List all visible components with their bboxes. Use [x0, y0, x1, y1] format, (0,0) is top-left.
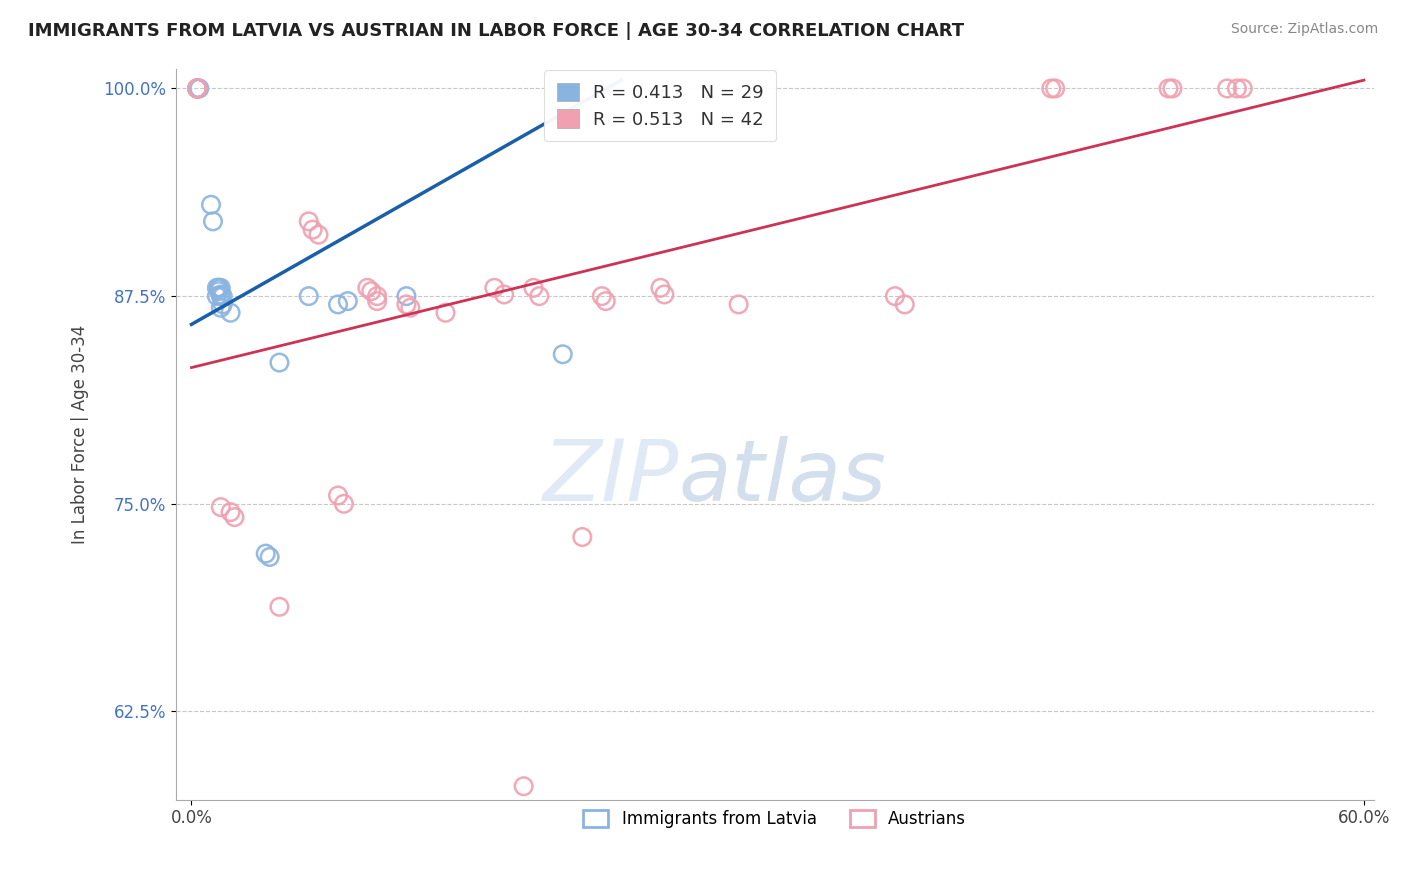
- Point: [571, 530, 593, 544]
- Y-axis label: In Labor Force | Age 30-34: In Labor Force | Age 30-34: [72, 325, 89, 543]
- Point: [399, 301, 422, 315]
- Point: [395, 289, 418, 303]
- Text: IMMIGRANTS FROM LATVIA VS AUSTRIAN IN LABOR FORCE | AGE 30-34 CORRELATION CHART: IMMIGRANTS FROM LATVIA VS AUSTRIAN IN LA…: [28, 22, 965, 40]
- Point: [269, 355, 291, 369]
- Point: [186, 81, 208, 95]
- Point: [366, 294, 388, 309]
- Point: [211, 289, 233, 303]
- Point: [893, 297, 915, 311]
- Point: [209, 500, 232, 515]
- Point: [360, 284, 382, 298]
- Point: [1226, 81, 1249, 95]
- Point: [186, 81, 208, 95]
- Text: atlas: atlas: [679, 436, 887, 519]
- Point: [395, 297, 418, 311]
- Point: [308, 227, 330, 242]
- Point: [208, 281, 231, 295]
- Point: [186, 81, 208, 95]
- Point: [269, 599, 291, 614]
- Point: [484, 281, 506, 295]
- Point: [591, 289, 613, 303]
- Point: [211, 297, 233, 311]
- Point: [186, 81, 208, 95]
- Point: [1040, 81, 1063, 95]
- Point: [186, 81, 208, 95]
- Point: [727, 297, 749, 311]
- Point: [186, 81, 208, 95]
- Point: [1043, 81, 1066, 95]
- Point: [209, 289, 232, 303]
- Point: [1161, 81, 1184, 95]
- Point: [529, 289, 551, 303]
- Point: [298, 214, 321, 228]
- Point: [1216, 81, 1239, 95]
- Point: [254, 547, 277, 561]
- Point: [208, 281, 231, 295]
- Point: [595, 294, 617, 309]
- Point: [512, 779, 534, 793]
- Point: [224, 510, 246, 524]
- Point: [298, 289, 321, 303]
- Point: [356, 281, 378, 295]
- Legend: Immigrants from Latvia, Austrians: Immigrants from Latvia, Austrians: [576, 804, 973, 835]
- Point: [186, 81, 208, 95]
- Point: [209, 301, 232, 315]
- Point: [186, 81, 208, 95]
- Point: [188, 81, 211, 95]
- Text: ZIP: ZIP: [543, 436, 679, 519]
- Point: [201, 214, 224, 228]
- Point: [366, 289, 388, 303]
- Point: [522, 281, 544, 295]
- Point: [219, 306, 242, 320]
- Point: [205, 289, 228, 303]
- Point: [884, 289, 907, 303]
- Point: [650, 281, 672, 295]
- Point: [1157, 81, 1180, 95]
- Point: [186, 81, 208, 95]
- Point: [494, 287, 516, 301]
- Point: [209, 287, 232, 301]
- Point: [1232, 81, 1254, 95]
- Point: [434, 306, 457, 320]
- Point: [301, 222, 323, 236]
- Point: [186, 81, 208, 95]
- Point: [205, 281, 228, 295]
- Point: [208, 284, 231, 298]
- Point: [186, 81, 208, 95]
- Point: [551, 347, 574, 361]
- Point: [200, 198, 222, 212]
- Point: [326, 297, 349, 311]
- Point: [209, 281, 232, 295]
- Point: [186, 81, 208, 95]
- Point: [259, 549, 281, 564]
- Point: [336, 294, 359, 309]
- Text: Source: ZipAtlas.com: Source: ZipAtlas.com: [1230, 22, 1378, 37]
- Point: [219, 505, 242, 519]
- Point: [326, 488, 349, 502]
- Point: [333, 497, 356, 511]
- Point: [654, 287, 676, 301]
